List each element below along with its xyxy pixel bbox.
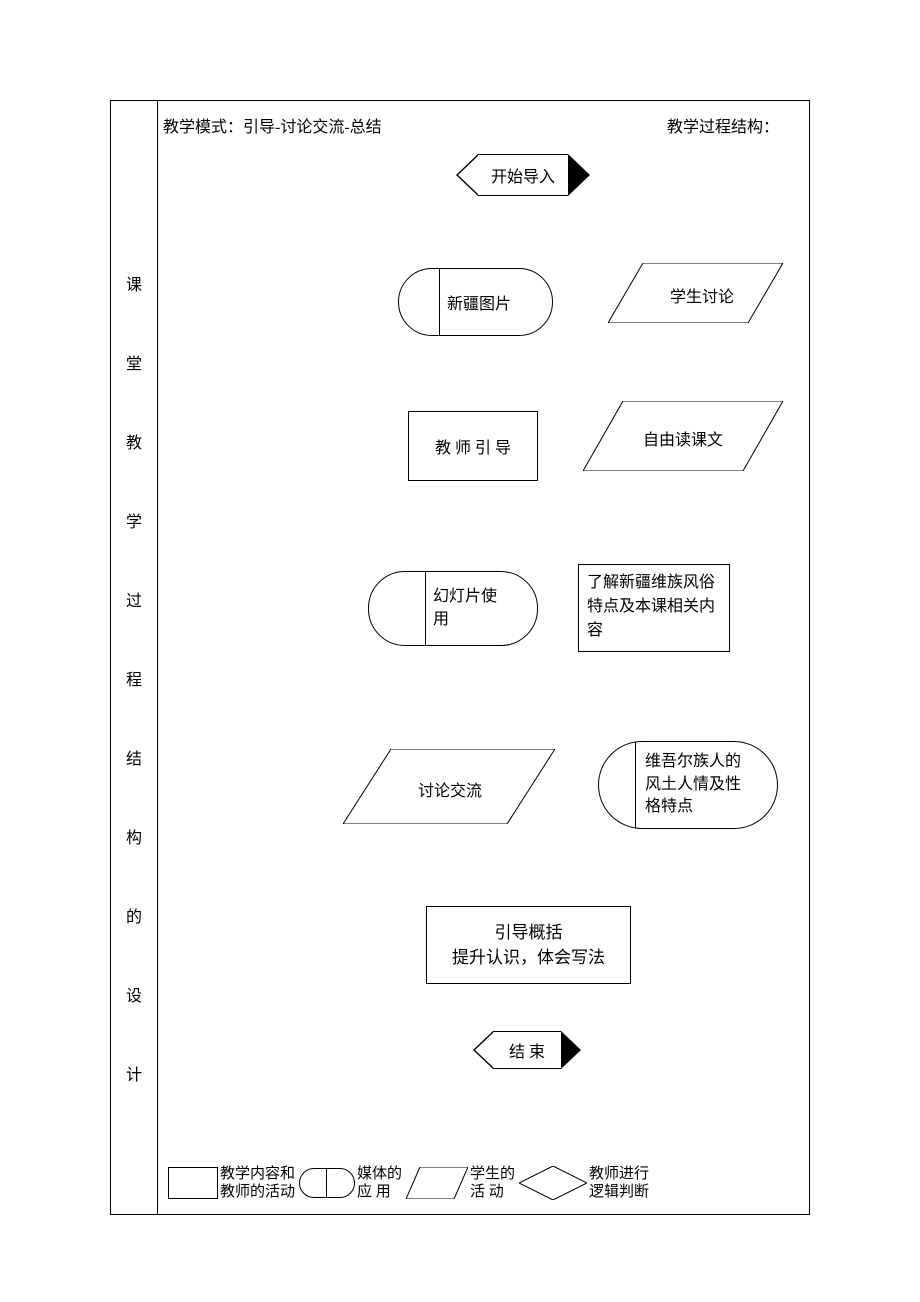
legend-label: 教师进行逻辑判断 [589,1165,649,1203]
legend-label: 媒体的应 用 [357,1165,402,1203]
vertical-label-char: 构 [126,824,146,848]
flowchart-node-slides: 幻灯片使用 [368,571,538,646]
node-label: 幻灯片使用 [429,586,499,631]
legend-row: 教学内容和教师的活动 媒体的应 用 学生的活 动 教师进行逻辑判断 [168,1165,799,1203]
flowchart-node-uyghur: 维吾尔族人的风土人情及性格特点 [598,741,778,829]
node-label: 开始导入 [478,154,568,196]
flowchart-node-student_discuss: 学生讨论 [608,263,783,323]
flowchart-node-discuss_exchange: 讨论交流 [343,749,555,824]
node-label: 自由读课文 [643,426,723,450]
vertical-label-char: 计 [126,1061,146,1085]
flowchart-node-teacher_guide: 教 师 引 导 [408,411,538,481]
vertical-label-char: 设 [126,982,146,1006]
legend-label: 学生的活 动 [470,1165,515,1203]
node-label: 新疆图片 [443,290,511,314]
node-label: 讨论交流 [418,777,482,801]
flowchart-node-end: 结 束 [493,1031,561,1069]
node-label: 结 束 [493,1031,561,1069]
node-label: 维吾尔族人的风土人情及性格特点 [641,751,741,818]
legend-item: 教学内容和教师的活动 [168,1165,295,1203]
legend-shape-parallelogram [406,1167,468,1199]
vertical-label-char: 过 [126,587,146,611]
legend-shape-rect [168,1167,218,1199]
legend-item: 学生的活 动 [406,1165,515,1203]
flowchart-node-summarize: 引导概括提升认识，体会写法 [426,906,631,984]
vertical-label-char: 的 [126,903,146,927]
node-label: 学生讨论 [670,283,734,307]
node-label: 引导概括提升认识，体会写法 [452,920,605,971]
vertical-label-char: 程 [126,666,146,690]
legend-label: 教学内容和教师的活动 [220,1165,295,1203]
vertical-label-char: 堂 [126,350,146,374]
flowchart-node-free_read: 自由读课文 [583,401,783,471]
vertical-label-char: 学 [126,508,146,532]
vertical-label-char: 课 [126,271,146,295]
legend-shape-diamond [519,1166,587,1200]
legend-item: 媒体的应 用 [299,1165,402,1203]
flowchart-area: 教学内容和教师的活动 媒体的应 用 学生的活 动 教师进行逻辑判断 开始导入新疆图片 学… [157,101,809,1214]
flowchart-node-start: 开始导入 [478,154,568,196]
vertical-label-char: 教 [126,429,146,453]
legend-item: 教师进行逻辑判断 [519,1165,649,1203]
legend-shape-stadium [299,1168,355,1198]
flowchart-node-xinjiang_img: 新疆图片 [398,268,553,336]
page-frame: 教学模式：引导-讨论交流-总结 教学过程结构： 课堂教学过程结构的设计 教学内容… [110,100,810,1215]
flowchart-node-understand: 了解新疆维族风俗特点及本课相关内容 [578,564,730,652]
vertical-section-label: 课堂教学过程结构的设计 [126,271,146,1140]
vertical-label-char: 结 [126,745,146,769]
